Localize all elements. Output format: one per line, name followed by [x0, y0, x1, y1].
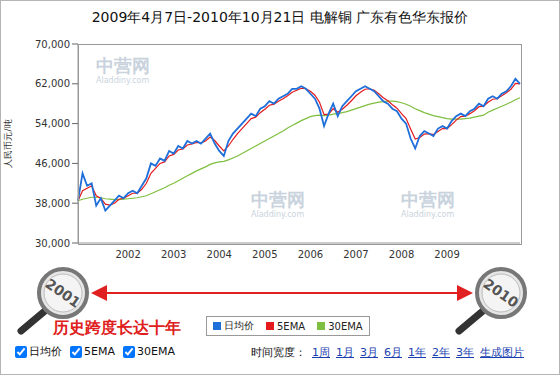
html-text:6月: 6月 — [384, 346, 402, 359]
svg-text:30,000: 30,000 — [35, 238, 70, 249]
svg-text:2009: 2009 — [434, 249, 459, 260]
svg-text:38,000: 38,000 — [35, 198, 70, 209]
html-text:5EMA: 5EMA — [84, 345, 115, 358]
html-text:2年: 2年 — [432, 346, 450, 359]
svg-text:2002: 2002 — [115, 249, 140, 260]
html-text:30EMA: 30EMA — [137, 345, 175, 358]
svg-text:70,000: 70,000 — [35, 39, 70, 50]
svg-text:2006: 2006 — [298, 249, 323, 260]
html-text:中营网: 中营网 — [401, 189, 455, 210]
html-text:历史跨度长达十年: 历史跨度长达十年 — [53, 318, 181, 337]
html-text:时间宽度：: 时间宽度： — [251, 346, 306, 359]
html-text:中营网: 中营网 — [96, 55, 150, 76]
html-text:Aladdiny.com: Aladdiny.com — [401, 210, 455, 219]
svg-text:2003: 2003 — [161, 249, 186, 260]
html-text:日均价: 日均价 — [224, 320, 254, 331]
html-text:1周: 1周 — [312, 346, 330, 359]
html-text:1月: 1月 — [336, 346, 354, 359]
html-text:3年: 3年 — [456, 346, 474, 359]
svg-text:54,000: 54,000 — [35, 118, 70, 129]
html-text:30EMA: 30EMA — [328, 320, 363, 332]
svg-text:2004: 2004 — [207, 249, 232, 260]
html-text:3月: 3月 — [360, 346, 378, 359]
svg-text:人民币元/吨: 人民币元/吨 — [3, 119, 13, 167]
html-text:Aladdiny.com: Aladdiny.com — [96, 76, 150, 85]
svg-text:62,000: 62,000 — [35, 78, 70, 89]
svg-text:2010: 2010 — [480, 275, 521, 311]
svg-text:2005: 2005 — [252, 249, 277, 260]
html-text:1年: 1年 — [408, 346, 426, 359]
svg-text:46,000: 46,000 — [35, 158, 70, 169]
svg-text:2008: 2008 — [389, 249, 414, 260]
svg-text:2001: 2001 — [42, 275, 83, 310]
html-text:5EMA: 5EMA — [277, 320, 306, 332]
html-text:日均价: 日均价 — [29, 345, 62, 358]
html-text:生成图片: 生成图片 — [480, 346, 524, 359]
svg-text:2007: 2007 — [343, 249, 368, 260]
html-text:中营网: 中营网 — [251, 189, 305, 210]
html-text:2009年4月7日-2010年10月21日 电解铜 广东有色: 2009年4月7日-2010年10月21日 电解铜 广东有色华东报价 — [91, 9, 469, 25]
html-text:Aladdiny.com: Aladdiny.com — [251, 210, 305, 219]
